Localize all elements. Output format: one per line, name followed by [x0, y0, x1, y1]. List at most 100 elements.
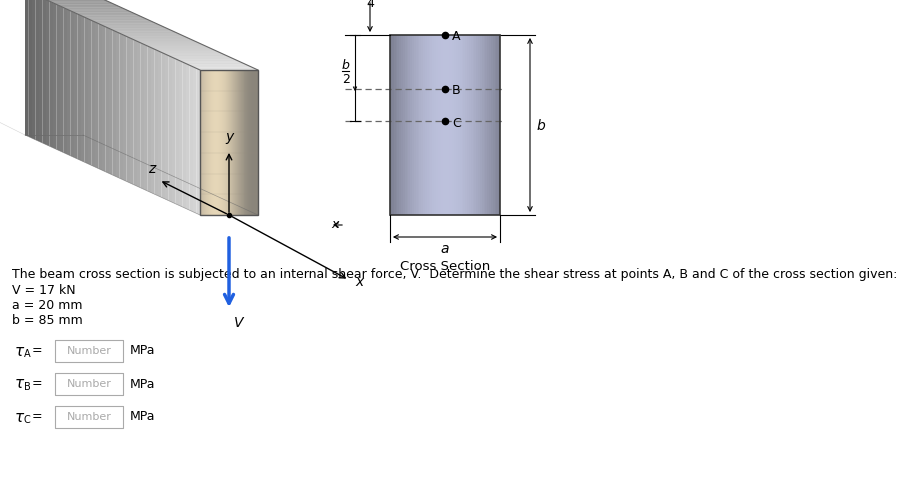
Polygon shape — [214, 70, 215, 215]
Polygon shape — [200, 70, 201, 215]
Polygon shape — [248, 70, 249, 215]
Polygon shape — [162, 53, 165, 199]
Polygon shape — [390, 35, 391, 215]
Polygon shape — [410, 35, 412, 215]
Polygon shape — [112, 30, 174, 32]
Polygon shape — [225, 70, 226, 215]
Polygon shape — [417, 35, 419, 215]
Polygon shape — [393, 35, 395, 215]
Text: Number: Number — [66, 412, 111, 422]
Polygon shape — [25, 0, 258, 70]
Polygon shape — [154, 49, 216, 51]
Polygon shape — [210, 70, 211, 215]
Polygon shape — [189, 65, 251, 67]
Polygon shape — [421, 35, 423, 215]
Text: B: B — [452, 85, 460, 97]
Bar — [55, 406, 123, 428]
Polygon shape — [461, 35, 463, 215]
Polygon shape — [426, 35, 428, 215]
Polygon shape — [474, 35, 476, 215]
Text: =: = — [32, 377, 42, 391]
Polygon shape — [183, 62, 244, 64]
Polygon shape — [250, 70, 251, 215]
Polygon shape — [179, 60, 241, 62]
Polygon shape — [67, 9, 71, 156]
Polygon shape — [478, 35, 480, 215]
Polygon shape — [230, 70, 231, 215]
Polygon shape — [240, 70, 241, 215]
Polygon shape — [123, 35, 185, 37]
Polygon shape — [234, 70, 236, 215]
Polygon shape — [496, 35, 498, 215]
Polygon shape — [251, 70, 252, 215]
Polygon shape — [460, 35, 461, 215]
Polygon shape — [414, 35, 415, 215]
Polygon shape — [106, 27, 167, 28]
Polygon shape — [85, 17, 146, 19]
Polygon shape — [32, 0, 36, 140]
Polygon shape — [245, 70, 246, 215]
Polygon shape — [395, 35, 397, 215]
Polygon shape — [112, 30, 116, 177]
Polygon shape — [430, 35, 432, 215]
Polygon shape — [487, 35, 489, 215]
Polygon shape — [244, 70, 245, 215]
Text: a = 20 mm: a = 20 mm — [12, 299, 83, 312]
Polygon shape — [399, 35, 401, 215]
Polygon shape — [221, 70, 222, 215]
Polygon shape — [154, 49, 158, 196]
Polygon shape — [148, 46, 151, 192]
Text: $a$: $a$ — [440, 242, 449, 256]
Polygon shape — [176, 59, 237, 60]
Polygon shape — [172, 57, 233, 59]
Polygon shape — [158, 51, 220, 53]
Polygon shape — [127, 37, 188, 38]
Polygon shape — [186, 64, 189, 210]
Polygon shape — [71, 11, 74, 157]
Polygon shape — [71, 11, 132, 12]
Polygon shape — [92, 20, 153, 22]
Polygon shape — [445, 35, 447, 215]
Polygon shape — [137, 41, 199, 43]
Polygon shape — [226, 70, 227, 215]
Polygon shape — [144, 44, 148, 191]
Polygon shape — [434, 35, 436, 215]
Polygon shape — [412, 35, 414, 215]
Text: $\tau$: $\tau$ — [14, 376, 25, 392]
Polygon shape — [137, 41, 141, 188]
Text: x: x — [355, 275, 363, 289]
Polygon shape — [46, 0, 50, 146]
Text: $\tau$: $\tau$ — [14, 410, 25, 425]
Polygon shape — [158, 51, 162, 197]
Polygon shape — [454, 35, 456, 215]
Polygon shape — [186, 64, 247, 65]
Polygon shape — [74, 12, 77, 159]
Polygon shape — [109, 28, 112, 175]
Polygon shape — [447, 35, 448, 215]
Polygon shape — [197, 68, 200, 215]
Polygon shape — [102, 25, 106, 172]
Polygon shape — [183, 62, 186, 208]
Polygon shape — [441, 35, 443, 215]
Polygon shape — [485, 35, 487, 215]
Polygon shape — [247, 70, 248, 215]
Polygon shape — [415, 35, 417, 215]
Polygon shape — [483, 35, 485, 215]
Polygon shape — [450, 35, 452, 215]
Polygon shape — [439, 35, 441, 215]
Polygon shape — [406, 35, 408, 215]
Polygon shape — [85, 17, 88, 164]
Polygon shape — [255, 70, 256, 215]
Polygon shape — [25, 0, 28, 136]
Polygon shape — [493, 35, 494, 215]
Polygon shape — [222, 70, 223, 215]
Polygon shape — [39, 0, 42, 143]
Polygon shape — [88, 19, 150, 20]
Polygon shape — [141, 43, 144, 189]
Polygon shape — [220, 70, 221, 215]
Polygon shape — [56, 4, 118, 6]
Polygon shape — [42, 0, 46, 145]
Polygon shape — [229, 70, 230, 215]
Text: C: C — [24, 415, 30, 425]
Text: A: A — [24, 349, 30, 359]
